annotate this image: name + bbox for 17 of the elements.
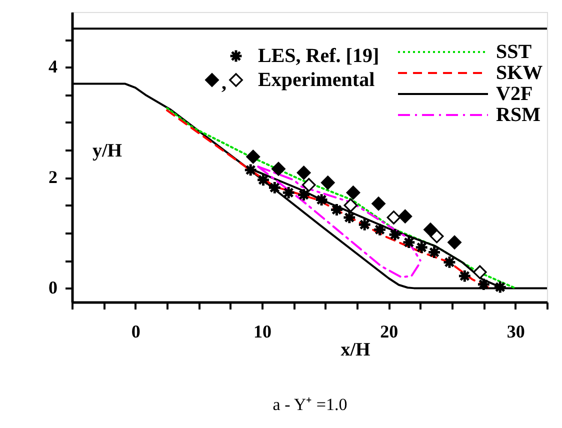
legend-label: Experimental bbox=[258, 69, 376, 91]
y-tick-label: 2 bbox=[48, 167, 58, 188]
legend-label: RSM bbox=[496, 104, 541, 126]
annotation: , bbox=[222, 72, 226, 94]
y-tick-label: 4 bbox=[48, 56, 58, 77]
legend-label: V2F bbox=[496, 83, 533, 105]
x-axis-title: x/H bbox=[340, 340, 370, 360]
x-tick-label: 20 bbox=[380, 322, 398, 342]
x-tick-label: 10 bbox=[254, 322, 272, 342]
legend-label: LES, Ref. [19] bbox=[258, 45, 380, 67]
y-tick-label: 0 bbox=[48, 278, 58, 298]
legend-label: SST bbox=[496, 41, 532, 63]
y-axis-title: y/H bbox=[92, 140, 122, 162]
text: a - Y⁺ =1.0 bbox=[272, 395, 348, 414]
legend-label: SKW bbox=[496, 62, 543, 84]
x-tick-label: 0 bbox=[131, 322, 140, 342]
x-tick-label: 30 bbox=[506, 322, 525, 342]
